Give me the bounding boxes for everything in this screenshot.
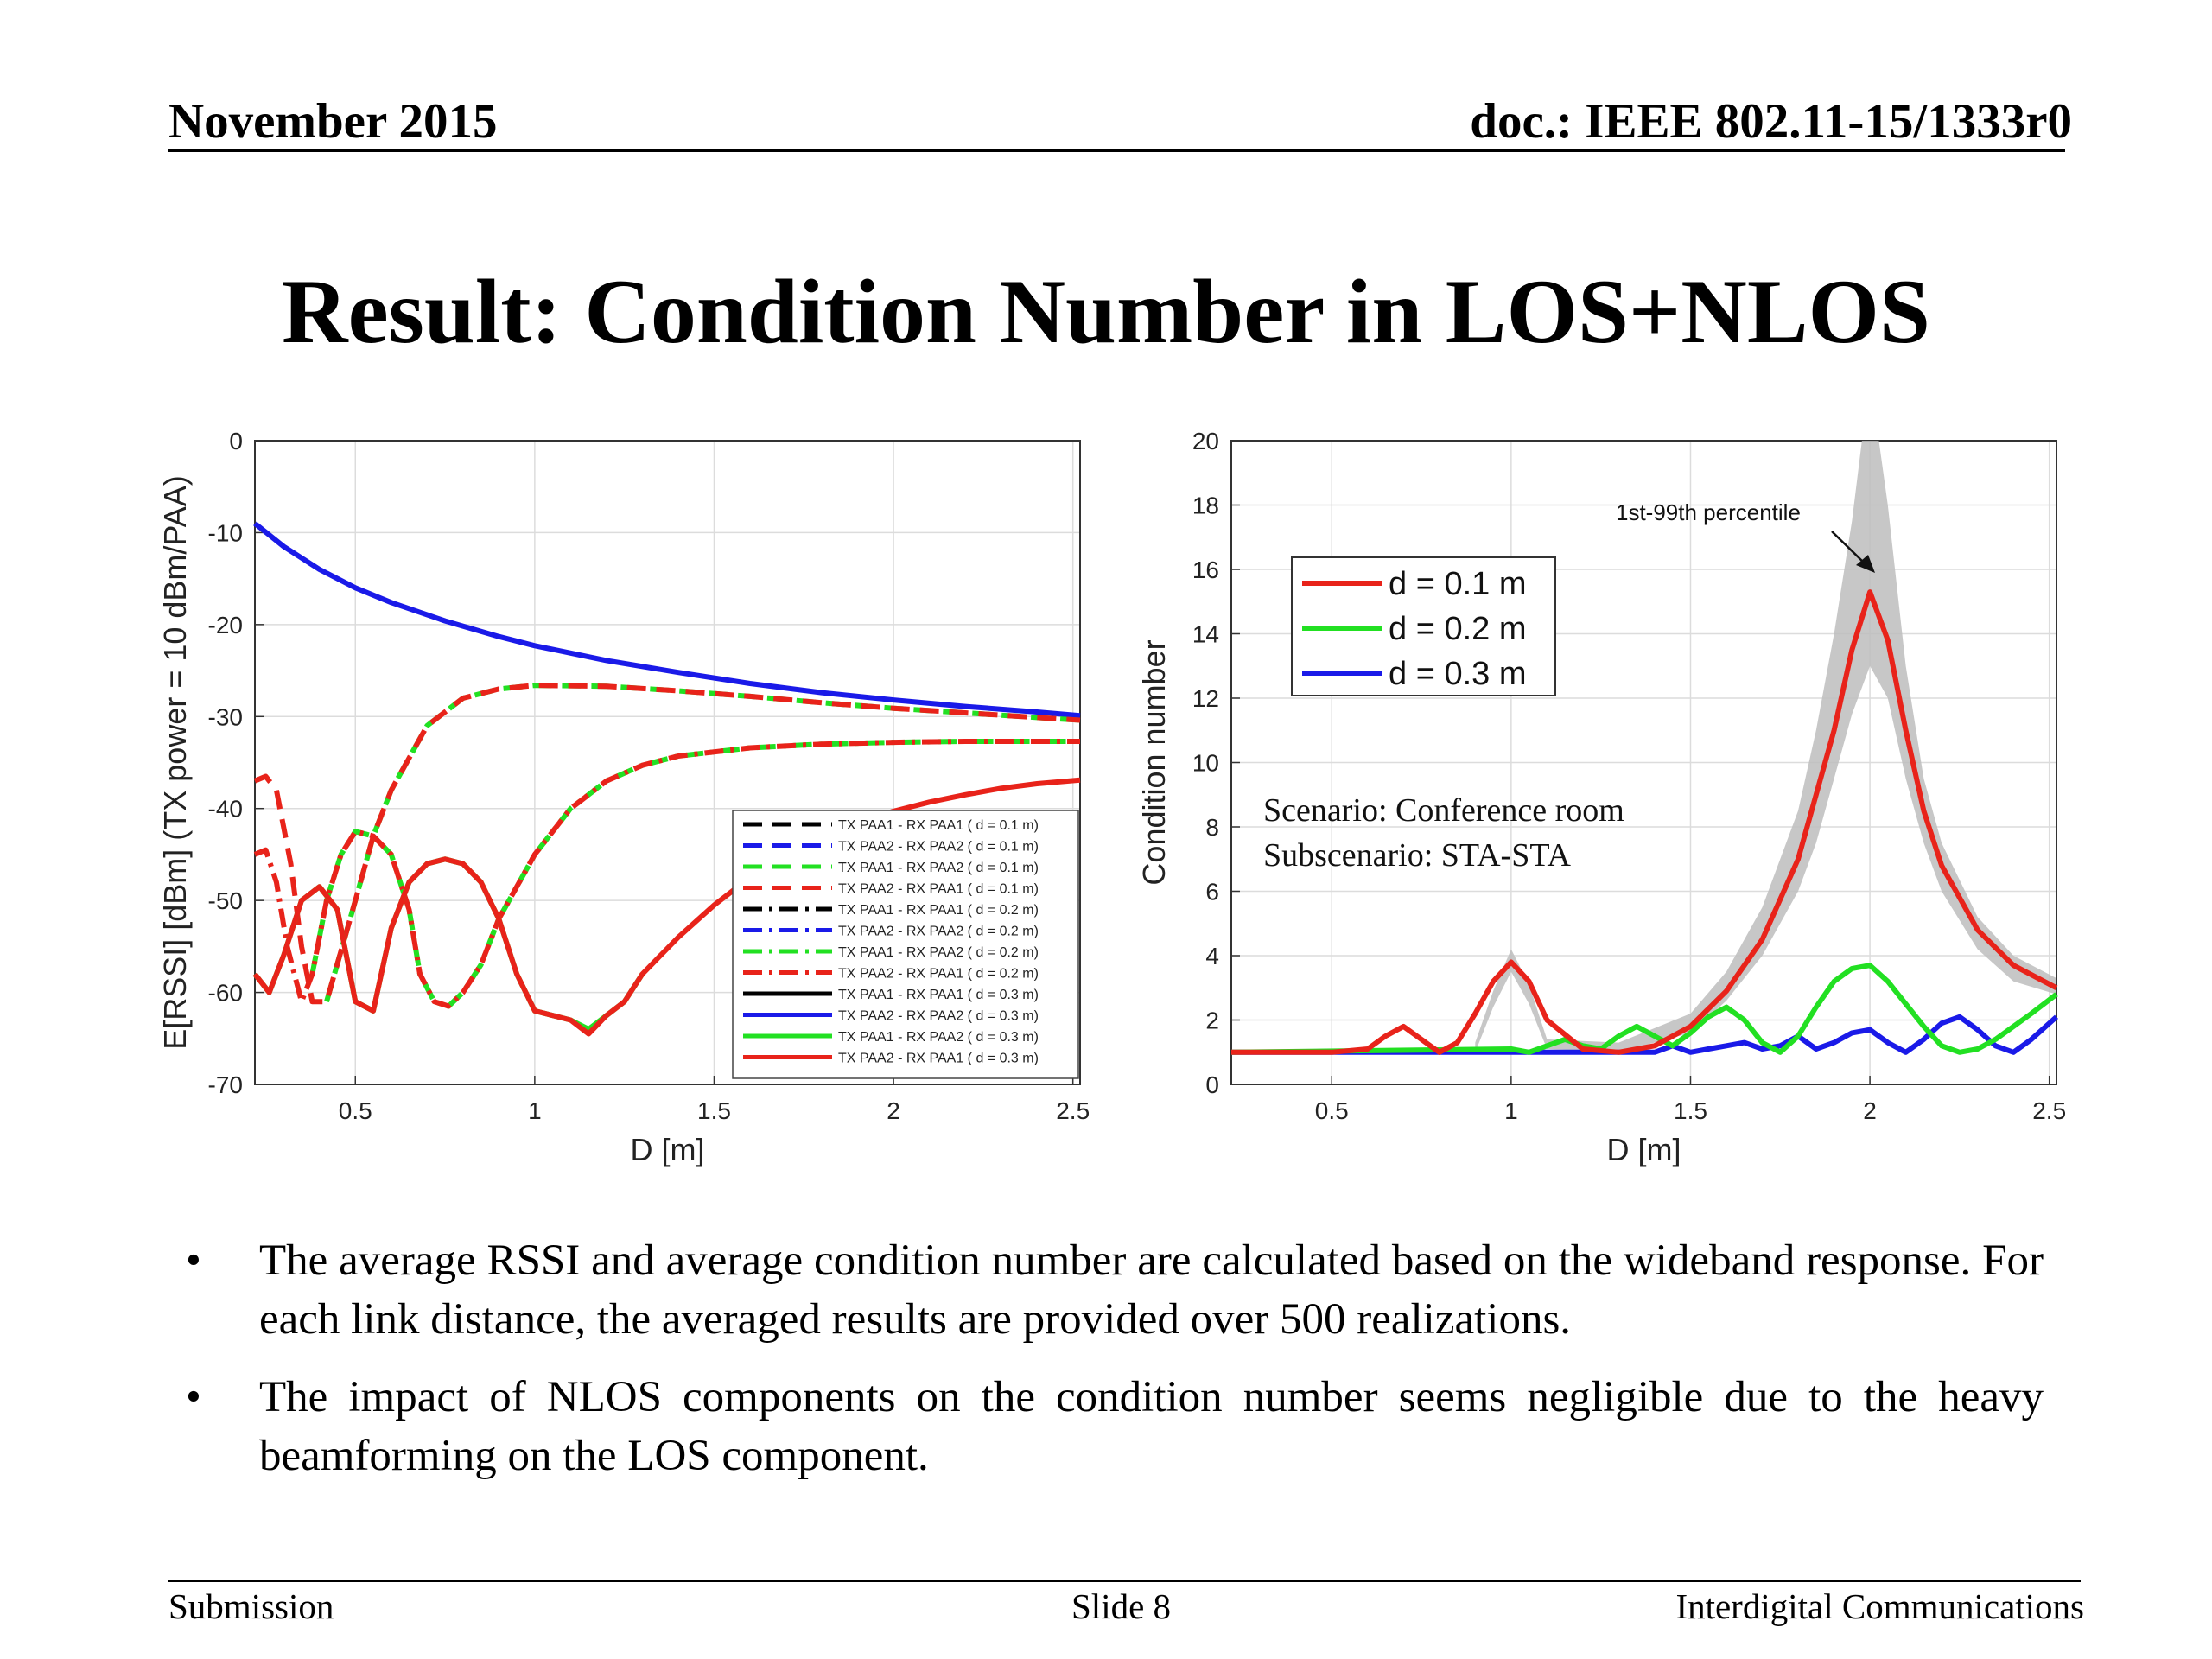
slide-title: Result: Condition Number in LOS+NLOS xyxy=(282,261,1930,362)
x-tick-label: 2 xyxy=(1863,1097,1877,1124)
footer-company: Interdigital Communications xyxy=(1675,1586,2084,1626)
bullet-text: The average RSSI and average condition n… xyxy=(259,1236,2044,1344)
bullet-dot: • xyxy=(186,1236,201,1285)
rssi-chart: 0.5 1 1.5 2 2.5 -70 -60 -50 -40 -30 -20 -10 0 D [m] E[… xyxy=(157,428,1090,1167)
y-tick-label: 6 xyxy=(1205,879,1219,906)
y-tick-label: 18 xyxy=(1192,493,1219,519)
x-tick-label: 1.5 xyxy=(1674,1097,1707,1124)
y-tick-label: -10 xyxy=(208,519,243,546)
footer-rule xyxy=(168,1580,2081,1582)
legend-label: d = 0.2 m xyxy=(1389,611,1526,647)
legend-label: TX PAA2 - RX PAA2 ( d = 0.2 m) xyxy=(838,925,1039,939)
series-line xyxy=(253,739,1080,1009)
x-tick-label: 1 xyxy=(528,1097,542,1124)
legend-label: TX PAA1 - RX PAA2 ( d = 0.3 m) xyxy=(838,1030,1039,1045)
y-tick-label: 2 xyxy=(1205,1007,1219,1034)
y-tick-label: -40 xyxy=(208,796,243,823)
subscenario-annotation: Subscenario: STA-STA xyxy=(1263,837,1571,874)
legend-label: TX PAA1 - RX PAA2 ( d = 0.2 m) xyxy=(838,945,1039,960)
y-tick-label: 20 xyxy=(1192,428,1219,454)
plot-frame xyxy=(1230,440,2057,1085)
legend-box xyxy=(732,810,1079,1079)
y-tick-label: -30 xyxy=(208,703,243,730)
x-axis-label: D [m] xyxy=(1607,1132,1681,1167)
y-tick-label: 10 xyxy=(1192,750,1219,777)
condition-number-chart: 0.5 1 1.5 2 2.5 0 2 4 6 8 10 12 14 16 18 20 D [m] Conditi… xyxy=(1136,428,2066,1167)
series-line xyxy=(1231,589,2058,1055)
x-tick-label: 2.5 xyxy=(1056,1097,1090,1124)
legend-label: TX PAA2 - RX PAA2 ( d = 0.3 m) xyxy=(838,1009,1039,1024)
y-axis-label: E[RSSI] [dBm] (TX power = 10 dBm/PAA) xyxy=(157,475,193,1050)
scenario-annotation: Scenario: Conference room xyxy=(1263,792,1624,829)
series-line xyxy=(309,739,1080,1009)
footer-slide-number: Slide 8 xyxy=(1071,1586,1172,1626)
y-tick-label: 16 xyxy=(1192,556,1219,583)
x-tick-label: 2 xyxy=(887,1097,900,1124)
x-tick-label: 2.5 xyxy=(2032,1097,2066,1124)
y-tick-label: -20 xyxy=(208,612,243,639)
y-tick-label: -60 xyxy=(208,980,243,1007)
series-line xyxy=(253,683,1081,1005)
y-tick-label: 14 xyxy=(1192,621,1219,648)
series-line xyxy=(253,521,1081,719)
plot-frame xyxy=(254,440,1081,1085)
bullet-text: The impact of NLOS components on the con… xyxy=(259,1373,2044,1480)
legend-label: TX PAA1 - RX PAA1 ( d = 0.1 m) xyxy=(838,818,1039,833)
annotation-arrow-line xyxy=(1831,531,1866,564)
x-axis-label: D [m] xyxy=(631,1132,705,1167)
bullet-dot: • xyxy=(186,1373,201,1421)
legend-label: d = 0.3 m xyxy=(1389,656,1526,692)
footer-submission: Submission xyxy=(168,1586,334,1626)
y-tick-label: -50 xyxy=(208,887,243,914)
y-axis-label: Condition number xyxy=(1136,639,1172,885)
legend-label: TX PAA2 - RX PAA1 ( d = 0.1 m) xyxy=(838,882,1039,897)
legend-label: TX PAA2 - RX PAA1 ( d = 0.3 m) xyxy=(838,1052,1039,1066)
header-date: November 2015 xyxy=(168,94,498,149)
y-tick-label: 8 xyxy=(1205,814,1219,841)
x-tick-label: 1.5 xyxy=(697,1097,731,1124)
legend-label: TX PAA2 - RX PAA2 ( d = 0.1 m) xyxy=(838,840,1039,855)
y-tick-label: -70 xyxy=(208,1071,243,1098)
legend-label: TX PAA1 - RX PAA1 ( d = 0.3 m) xyxy=(838,988,1039,1002)
legend-label: TX PAA2 - RX PAA1 ( d = 0.2 m) xyxy=(838,967,1039,982)
legend-label: d = 0.1 m xyxy=(1389,566,1526,602)
annotation-arrowhead xyxy=(1856,555,1875,573)
x-tick-label: 0.5 xyxy=(1315,1097,1349,1124)
legend-label: TX PAA1 - RX PAA2 ( d = 0.1 m) xyxy=(838,861,1039,875)
x-tick-label: 0.5 xyxy=(339,1097,372,1124)
y-tick-label: 12 xyxy=(1192,685,1219,712)
header-rule xyxy=(168,149,2065,152)
x-tick-label: 1 xyxy=(1504,1097,1518,1124)
series-line xyxy=(1230,963,2058,1055)
y-tick-label: 4 xyxy=(1205,943,1219,969)
header-doc-id: doc.: IEEE 802.11-15/1333r0 xyxy=(1470,94,2072,149)
series-line xyxy=(1231,1014,2059,1055)
bullet-list: • The average RSSI and average condition… xyxy=(186,1231,2044,1504)
bullet-item: • The impact of NLOS components on the c… xyxy=(186,1368,2044,1485)
bullet-item: • The average RSSI and average condition… xyxy=(186,1231,2044,1349)
legend-label: TX PAA1 - RX PAA1 ( d = 0.2 m) xyxy=(838,903,1039,918)
percentile-annotation: 1st-99th percentile xyxy=(1616,499,1801,525)
y-tick-label: 0 xyxy=(1205,1071,1219,1098)
y-tick-label: 0 xyxy=(229,428,243,454)
